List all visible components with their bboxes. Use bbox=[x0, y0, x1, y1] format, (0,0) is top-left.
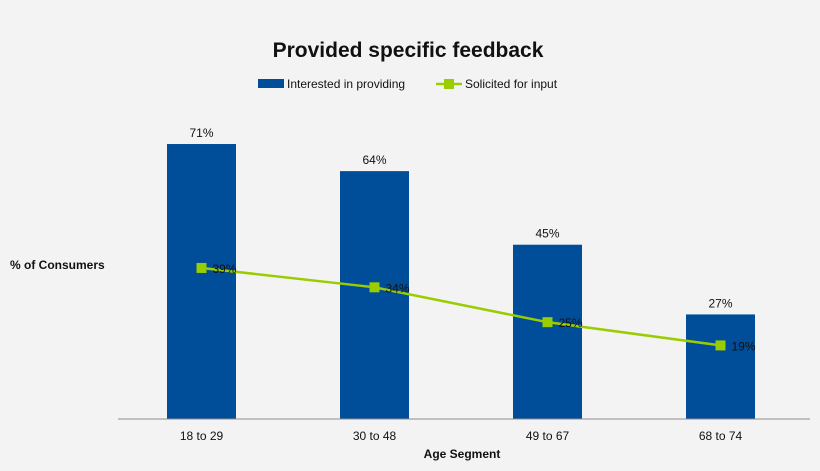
bar-data-label-1: 71% bbox=[189, 126, 213, 140]
bar-4 bbox=[686, 314, 755, 419]
legend-label-bar: Interested in providing bbox=[287, 77, 405, 91]
bar-data-label-2: 64% bbox=[362, 153, 386, 167]
line-point-2 bbox=[369, 282, 380, 293]
x-tick-label-2: 30 to 48 bbox=[353, 429, 397, 443]
legend-label-line: Solicited for input bbox=[465, 77, 558, 91]
y-axis-title: % of Consumers bbox=[10, 258, 105, 272]
line-path bbox=[201, 266, 721, 347]
line-point-1 bbox=[196, 262, 207, 273]
chart-title: Provided specific feedback bbox=[273, 39, 544, 62]
line-point-4 bbox=[715, 340, 726, 351]
legend: Interested in providing Solicited for inp… bbox=[258, 77, 558, 91]
bar-data-label-4: 27% bbox=[708, 296, 732, 310]
x-tick-label-1: 18 to 29 bbox=[180, 429, 224, 443]
line-data-label-2: 34% bbox=[386, 281, 410, 295]
line-data-label-1: 39% bbox=[213, 262, 237, 276]
x-tick-label-3: 49 to 67 bbox=[526, 429, 570, 443]
bar-1 bbox=[167, 144, 236, 419]
legend-swatch-marker bbox=[444, 79, 454, 89]
bar-series: 71% 64% 45% 27% bbox=[167, 126, 755, 419]
x-axis-title: Age Segment bbox=[424, 447, 501, 461]
line-series: 39% 34% 25% 19% bbox=[196, 262, 756, 353]
line-data-label-3: 25% bbox=[559, 316, 583, 330]
bar-3 bbox=[513, 244, 582, 419]
line-data-label-4: 19% bbox=[732, 339, 756, 353]
legend-swatch-bar bbox=[258, 79, 284, 88]
x-tick-labels: 18 to 29 30 to 48 49 to 67 68 to 74 bbox=[180, 429, 743, 443]
x-tick-label-4: 68 to 74 bbox=[699, 429, 743, 443]
bar-data-label-3: 45% bbox=[535, 227, 559, 241]
bar-2 bbox=[340, 171, 409, 419]
line-point-3 bbox=[542, 317, 553, 328]
